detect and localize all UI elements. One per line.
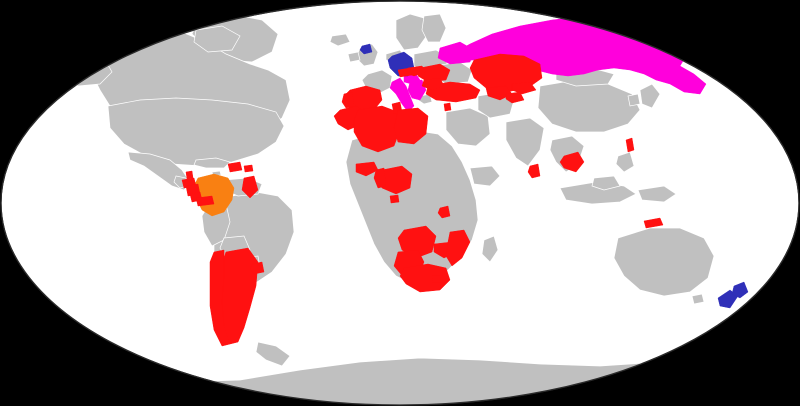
country-puerto-rico <box>243 164 254 173</box>
country-new-zealand-north <box>731 281 749 299</box>
country-korea <box>627 93 641 107</box>
country-india <box>505 117 545 167</box>
country-finland <box>421 13 447 43</box>
country-south-africa <box>399 263 451 293</box>
country-angola <box>397 225 437 259</box>
country-russia-west <box>437 41 475 65</box>
country-norway-sweden <box>395 13 429 51</box>
country-burkina-faso <box>355 161 379 177</box>
country-saudi-arabia <box>445 107 491 147</box>
country-east-timor <box>643 217 664 229</box>
country-tasmania <box>691 293 705 305</box>
country-guyana <box>241 175 259 199</box>
country-burundi <box>437 205 451 219</box>
country-sri-lanka <box>527 163 541 179</box>
country-dominican-republic <box>227 161 243 173</box>
country-iceland <box>329 33 351 47</box>
country-romania <box>417 63 451 83</box>
country-algeria <box>353 105 401 153</box>
country-philippines <box>615 151 635 173</box>
country-united-states <box>107 97 285 167</box>
country-horn-of-africa <box>469 165 501 187</box>
country-bulgaria <box>421 77 445 91</box>
country-mozambique <box>445 229 471 267</box>
country-madagascar <box>481 235 499 263</box>
country-ireland <box>347 51 361 63</box>
country-uruguay <box>249 261 265 275</box>
country-australia <box>613 227 715 297</box>
country-belize <box>185 170 194 180</box>
country-kyrgyzstan <box>511 81 537 95</box>
country-libya <box>393 107 429 145</box>
country-chile <box>209 249 231 347</box>
country-cambodia <box>559 151 585 173</box>
country-austria <box>397 67 413 78</box>
country-scotland <box>359 43 373 55</box>
country-canada-baffin <box>193 25 241 53</box>
red-countries-group <box>181 53 664 347</box>
country-panama <box>195 195 215 207</box>
country-portugal <box>341 91 355 109</box>
country-papua-new-guinea <box>637 185 677 203</box>
country-benin <box>373 167 387 189</box>
country-cuba <box>193 157 231 169</box>
country-lebanon <box>443 102 452 112</box>
country-bosnia-serbia-montenegro-albania <box>407 79 427 101</box>
blue-countries-group <box>359 43 749 309</box>
country-lesotho <box>431 274 442 284</box>
country-tajikistan <box>505 91 525 104</box>
country-japan <box>639 83 661 109</box>
country-equatorial-guinea <box>389 194 400 204</box>
country-borneo <box>591 175 621 191</box>
country-taiwan <box>625 137 635 153</box>
country-antarctic-peninsula <box>255 341 291 367</box>
